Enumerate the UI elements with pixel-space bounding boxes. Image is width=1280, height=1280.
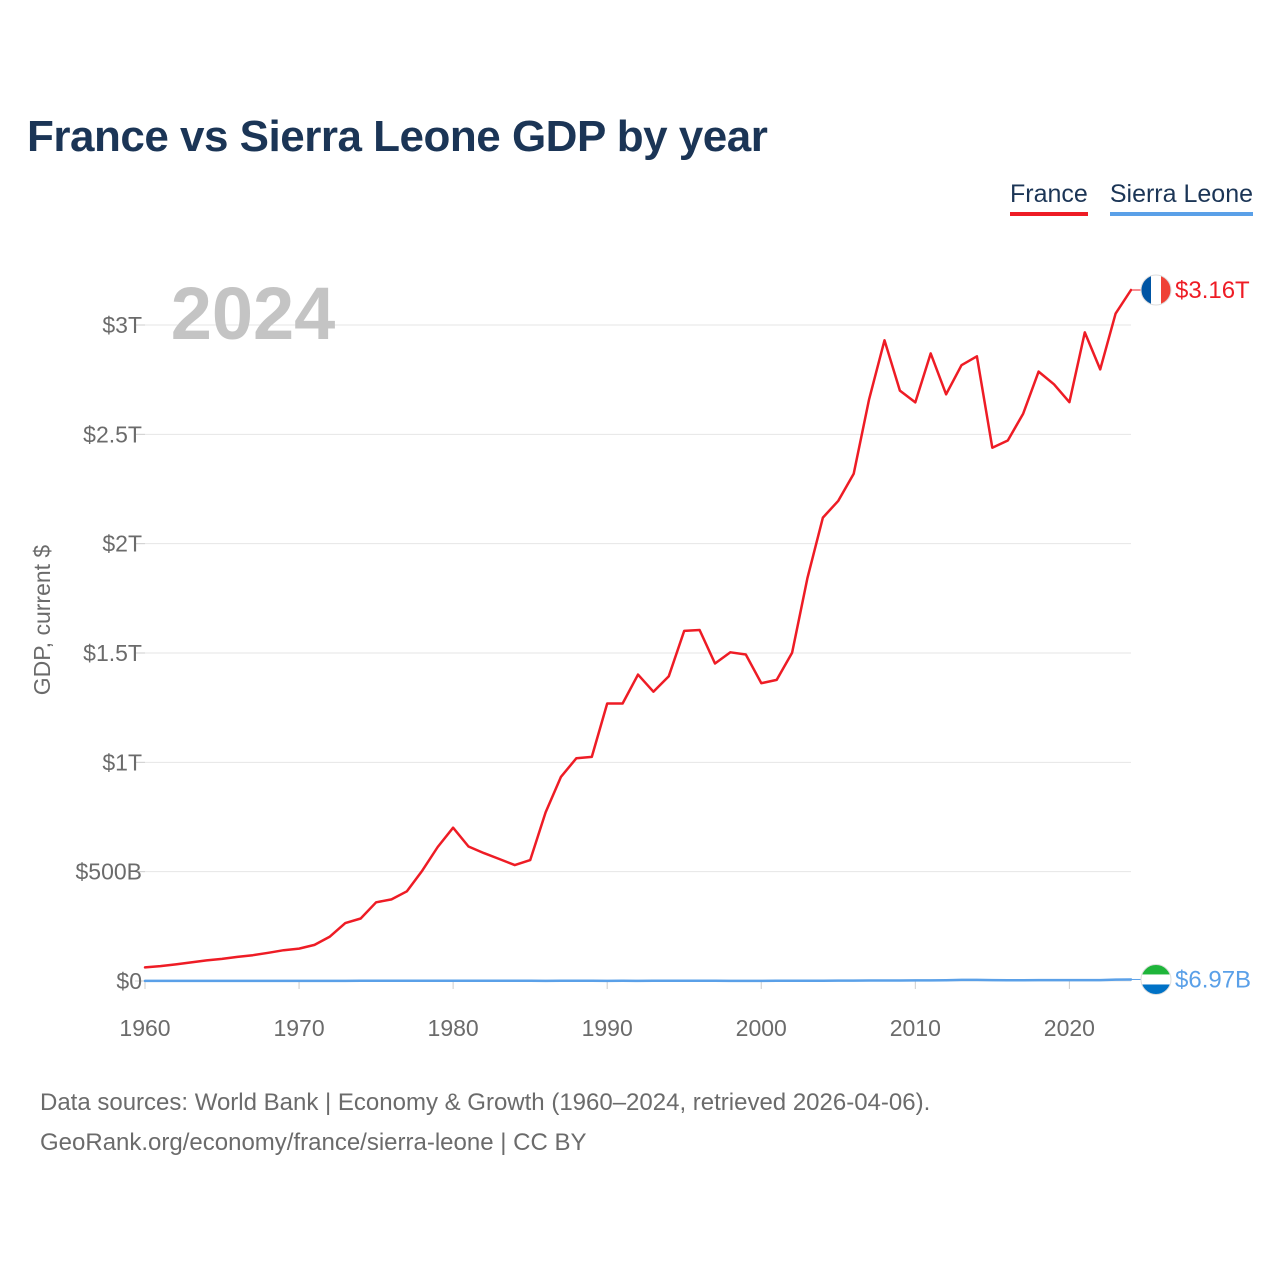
series-line-sierra-leone[interactable] [143,978,1133,983]
data-sources-note: Data sources: World Bank | Economy & Gro… [40,1089,931,1116]
source-link[interactable]: GeoRank.org/economy/france/sierra-leone … [40,1129,587,1156]
end-value-label-sierra-leone: $6.97B [1175,966,1251,993]
x-tick-label: 1990 [582,1015,633,1041]
series-lines [143,288,1133,983]
y-tick-label: $1T [102,749,142,775]
series-endpoints: $3.16T $6.97B [1131,274,1251,995]
x-tick-label: 1980 [428,1015,479,1041]
sierra-leone-flag-icon [1140,963,1172,995]
legend-item-france[interactable]: France [1010,180,1088,216]
x-tick-label: 2010 [890,1015,941,1041]
y-tick-label: $0 [116,968,142,994]
y-tick-label: $3T [102,312,142,338]
chart-footer: Data sources: World Bank | Economy & Gro… [40,1083,930,1163]
x-tick-label: 1970 [273,1015,324,1041]
x-tick-label: 2020 [1044,1015,1095,1041]
end-value-label-france: $3.16T [1175,277,1250,304]
chart-title: France vs Sierra Leone GDP by year [27,112,768,161]
chart-legend: France Sierra Leone [1010,180,1253,216]
year-watermark: 2024 [171,272,336,355]
y-axis: $0 $500B $1T $1.5T $2T $2.5T $3T [75,312,145,994]
y-tick-label: $2T [102,531,142,557]
france-flag-icon [1140,274,1172,306]
y-tick-label: $2.5T [83,421,142,447]
legend-item-sierra-leone[interactable]: Sierra Leone [1109,180,1253,216]
series-line-france[interactable] [143,288,1133,969]
gridlines [145,324,1131,982]
gdp-line-chart: 2024 $0 $500B $1T $1.5T $2T $2.5T $3T 1960 1970… [29,272,1251,1041]
y-tick-label: $1.5T [83,640,142,666]
x-axis: 1960 1970 1980 1990 2000 2010 2020 [119,981,1095,1041]
y-axis-title: GDP, current $ [29,545,55,696]
x-tick-label: 2000 [736,1015,787,1041]
x-tick-label: 1960 [119,1015,170,1041]
y-tick-label: $500B [75,859,142,885]
